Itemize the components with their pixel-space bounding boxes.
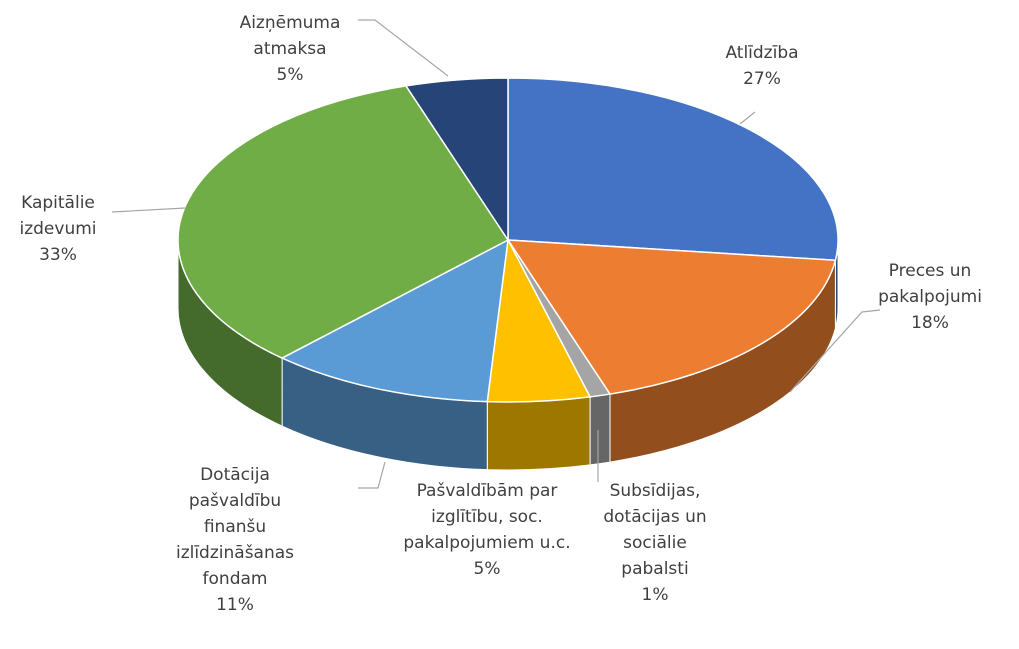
percent-label: 33% bbox=[39, 245, 77, 265]
leader-lines bbox=[111, 19, 881, 489]
data-label: Preces un pakalpojumi 18% bbox=[875, 258, 985, 336]
leader-line bbox=[358, 19, 449, 77]
category-label: Aizņēmuma atmaksa bbox=[239, 13, 341, 59]
data-label: Dotācija pašvaldību finanšu izlīdzināšan… bbox=[160, 462, 310, 618]
data-label: Aizņēmuma atmaksa 5% bbox=[225, 10, 355, 88]
slice bbox=[280, 238, 509, 403]
percent-label: 5% bbox=[276, 65, 304, 85]
data-label: Kapitālie izdevumi 33% bbox=[8, 190, 108, 268]
category-label: Kapitālie izdevumi bbox=[19, 193, 97, 239]
percent-label: 1% bbox=[641, 585, 669, 605]
percent-label: 18% bbox=[911, 313, 949, 333]
slice bbox=[506, 239, 837, 395]
leader-line bbox=[358, 461, 386, 489]
slice bbox=[177, 85, 510, 359]
data-label: Subsīdijas, dotācijas un sociālie pabals… bbox=[600, 478, 710, 608]
percent-label: 11% bbox=[216, 595, 254, 615]
leader-line bbox=[111, 207, 186, 213]
slice-side bbox=[486, 396, 591, 471]
category-label: Atlīdzība bbox=[725, 43, 799, 63]
category-label: Preces un pakalpojumi bbox=[878, 261, 982, 307]
category-label: Dotācija pašvaldību finanšu izlīdzināšan… bbox=[175, 465, 295, 589]
percent-label: 5% bbox=[473, 559, 501, 579]
leader-line bbox=[789, 309, 881, 393]
slice bbox=[404, 77, 509, 243]
percent-label: 27% bbox=[743, 69, 781, 89]
slice-side bbox=[589, 393, 611, 466]
leader-line bbox=[739, 111, 756, 125]
data-label: Pašvaldībām par izglītību, soc. pakalpoj… bbox=[400, 478, 575, 582]
category-label: Pašvaldībām par izglītību, soc. pakalpoj… bbox=[403, 481, 571, 553]
data-label: Atlīdzība 27% bbox=[702, 40, 822, 92]
slice bbox=[507, 77, 839, 262]
category-label: Subsīdijas, dotācijas un sociālie pabals… bbox=[603, 481, 707, 579]
